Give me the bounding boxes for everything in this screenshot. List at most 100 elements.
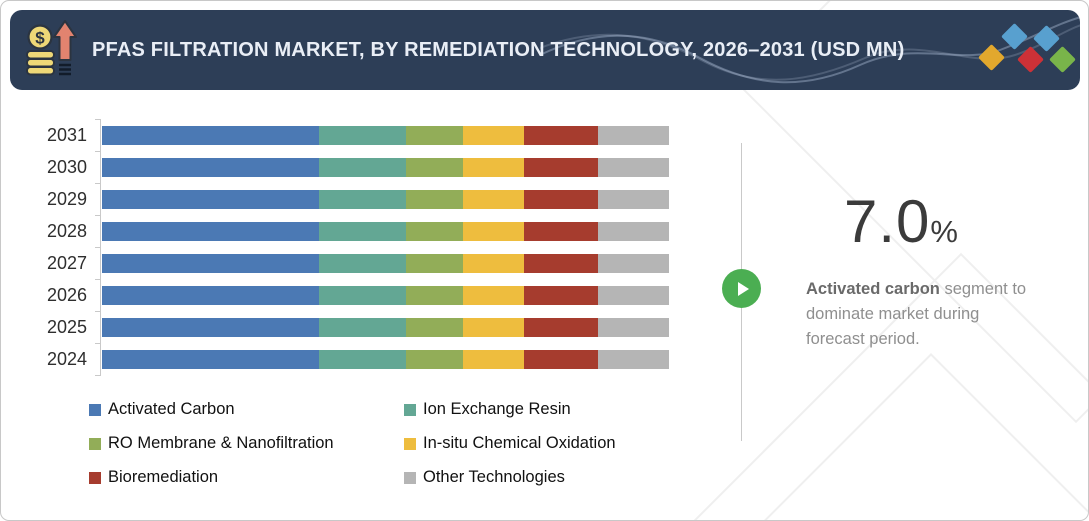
axis-tick	[95, 151, 100, 152]
bar-track	[102, 221, 669, 241]
bar-segment	[102, 253, 320, 273]
chart-row: 2026	[41, 279, 669, 311]
bar-segment	[319, 157, 406, 177]
chart-row: 2031	[41, 119, 669, 151]
svg-text:$: $	[35, 28, 45, 47]
bar-track	[102, 285, 669, 305]
stat-highlight: Activated carbon	[806, 280, 940, 298]
chart-row: 2025	[41, 311, 669, 343]
bar-segment	[598, 125, 669, 145]
axis-tick	[95, 215, 100, 216]
axis-tick	[95, 279, 100, 280]
legend-label: Ion Exchange Resin	[423, 400, 571, 418]
axis-tick	[95, 119, 100, 120]
bar-segment	[102, 157, 320, 177]
bar-segment	[102, 349, 320, 369]
year-label: 2027	[46, 252, 87, 273]
bar-track	[102, 349, 669, 369]
bar-segment	[524, 285, 599, 305]
stat-description: Activated carbon segment to dominate mar…	[806, 277, 1036, 352]
legend-label: In-situ Chemical Oxidation	[423, 434, 616, 452]
bar-segment	[405, 125, 464, 145]
legend-marker	[404, 437, 416, 450]
bar-segment	[319, 125, 406, 145]
bar-segment	[598, 349, 669, 369]
bar-segment	[102, 317, 320, 337]
diamonds-logo-icon	[976, 23, 1076, 77]
legend-item: Bioremediation	[89, 468, 404, 487]
legend-label: Other Technologies	[423, 468, 565, 486]
bar-segment	[319, 349, 406, 369]
bar-segment	[463, 125, 525, 145]
chart-legend: Activated Carbon Ion Exchange Resin RO Mem…	[89, 400, 669, 487]
year-label: 2031	[46, 124, 87, 145]
bar-segment	[102, 125, 320, 145]
play-icon	[737, 281, 749, 296]
diamond-yellow	[978, 44, 1005, 71]
legend-item: Ion Exchange Resin	[404, 400, 669, 419]
plot-area: 2031 2030 2029 2028 2027 2026 2025 2024	[41, 119, 669, 376]
bar-segment	[524, 253, 599, 273]
bar-track	[102, 253, 669, 273]
bar-segment	[524, 317, 599, 337]
legend-item: RO Membrane & Nanofiltration	[89, 434, 404, 453]
bar-segment	[463, 349, 525, 369]
bar-track	[102, 125, 669, 145]
chart-row: 2028	[41, 215, 669, 247]
chart-title: PFAS FILTRATION MARKET, BY REMEDIATION T…	[92, 38, 905, 61]
bar-segment	[405, 221, 464, 241]
bar-segment	[102, 221, 320, 241]
bar-segment	[598, 189, 669, 209]
diamond-green	[1049, 46, 1076, 73]
diamond-blue	[1001, 23, 1028, 50]
bar-segment	[598, 157, 669, 177]
money-growth-icon: $	[23, 18, 79, 83]
legend-label: RO Membrane & Nanofiltration	[108, 434, 334, 452]
legend-item: In-situ Chemical Oxidation	[404, 434, 669, 453]
axis-tick	[95, 375, 100, 376]
legend-label: Bioremediation	[108, 468, 219, 486]
content-area: 2031 2030 2029 2028 2027 2026 2025 2024 Activat…	[1, 90, 1088, 520]
bar-segment	[319, 317, 406, 337]
bar-segment	[598, 317, 669, 337]
bar-segment	[463, 253, 525, 273]
header-banner: $ PFAS FILTRATION MARKET, BY REMEDIATION…	[10, 10, 1080, 90]
chart-row: 2024	[41, 343, 669, 375]
bar-segment	[463, 189, 525, 209]
diamond-blue	[1033, 25, 1060, 52]
bar-segment	[405, 285, 464, 305]
bar-segment	[524, 125, 599, 145]
year-label: 2030	[46, 156, 87, 177]
bar-segment	[319, 285, 406, 305]
chart-row: 2029	[41, 183, 669, 215]
axis-tick	[95, 311, 100, 312]
bar-segment	[524, 349, 599, 369]
y-axis-line	[100, 119, 101, 376]
axis-tick	[95, 247, 100, 248]
legend-marker	[89, 403, 101, 416]
bar-segment	[598, 253, 669, 273]
stat-unit: %	[930, 214, 958, 249]
legend-marker	[89, 437, 101, 450]
bar-track	[102, 317, 669, 337]
diamond-red	[1017, 46, 1044, 73]
year-label: 2025	[46, 316, 87, 337]
bar-chart: 2031 2030 2029 2028 2027 2026 2025 2024 Activat…	[41, 119, 669, 487]
chart-row: 2027	[41, 247, 669, 279]
axis-tick	[95, 343, 100, 344]
bar-segment	[319, 253, 406, 273]
year-label: 2028	[46, 220, 87, 241]
bar-segment	[463, 285, 525, 305]
bar-segment	[102, 285, 320, 305]
play-button[interactable]	[722, 269, 761, 308]
stat-description-rest: segment to dominate market during foreca…	[806, 280, 1027, 348]
bar-segment	[463, 157, 525, 177]
legend-marker	[404, 471, 416, 484]
bar-segment	[102, 189, 320, 209]
chart-row: 2030	[41, 151, 669, 183]
bar-segment	[319, 221, 406, 241]
bar-segment	[524, 157, 599, 177]
legend-label: Activated Carbon	[108, 400, 235, 418]
year-label: 2026	[46, 284, 87, 305]
bar-segment	[598, 221, 669, 241]
